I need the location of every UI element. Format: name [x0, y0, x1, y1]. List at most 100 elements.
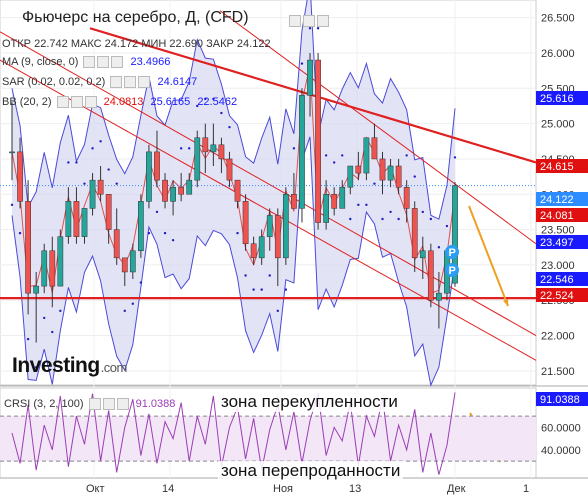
bb-label: BB (20, 2)	[2, 96, 52, 108]
candle-body	[41, 250, 48, 287]
settings-gear-icon[interactable]	[287, 12, 329, 30]
bollinger-upper-line	[11, 0, 456, 220]
candle-body	[266, 215, 273, 237]
candle-body	[299, 95, 305, 209]
candle-body	[371, 137, 378, 160]
bb-settings-icon[interactable]	[56, 96, 69, 109]
pivot-marker	[445, 245, 459, 259]
trend-channel-line	[89, 27, 537, 164]
sar-dot	[292, 147, 296, 150]
logo-suffix: .com	[100, 360, 128, 375]
candle-body	[49, 250, 56, 287]
crsi-visibility-icon[interactable]	[102, 398, 115, 411]
price-label-box	[536, 208, 588, 222]
bb-indicator[interactable]: BB (20, 2) 24.0813 25.6165 22.5462	[2, 96, 238, 109]
bb-upper-value: 25.6165	[150, 96, 191, 108]
sar-dot	[268, 274, 271, 277]
sar-dot	[91, 147, 94, 150]
sar-dot	[300, 62, 304, 65]
sar-dot	[115, 182, 118, 185]
price-label-text: 24.122	[540, 194, 574, 206]
sar-indicator[interactable]: SAR (0.02, 0.02, 0.2) 24.6147	[2, 76, 197, 89]
sar-dot	[51, 330, 54, 334]
crsi-indicator[interactable]: CRSI (3, 2, 100) 91.0388	[4, 398, 176, 411]
candle-body	[129, 250, 136, 273]
y-tick-label: 23.500	[541, 225, 575, 237]
y-tick-label: 26.500	[541, 13, 575, 25]
candle-body	[419, 250, 426, 259]
sar-dot	[18, 231, 22, 235]
candle-body	[146, 151, 152, 202]
bb-close-icon[interactable]	[84, 96, 97, 109]
sar-dot	[67, 161, 70, 164]
candle-body	[17, 151, 23, 202]
sar-close-icon[interactable]	[138, 76, 151, 89]
candle-body	[113, 229, 120, 259]
candle-body	[9, 151, 15, 154]
sar-dot	[252, 288, 255, 291]
crsi-y-tick-label: 40.0000	[541, 445, 581, 457]
candle-body	[202, 137, 209, 153]
sar-dot	[155, 210, 159, 214]
pivot-marker-label: P	[449, 247, 456, 259]
candle-body	[436, 292, 442, 301]
candle-body	[452, 185, 458, 284]
oversold-zone-label: зона перепроданности	[218, 461, 404, 481]
ohlc-close-label: ЗАКР	[206, 38, 234, 50]
sar-dot	[179, 147, 183, 150]
price-label-box	[536, 288, 588, 302]
sar-dot	[324, 154, 328, 157]
candle-body	[403, 186, 410, 209]
ma-indicator[interactable]: MA (9, close, 0) 23.4966	[2, 56, 171, 69]
candle-body	[210, 144, 217, 153]
candle-body	[194, 137, 201, 181]
bb-visibility-icon[interactable]	[70, 96, 83, 109]
ma-close-icon[interactable]	[111, 56, 124, 69]
candle-body	[347, 165, 354, 188]
candle-body	[411, 208, 418, 259]
sar-dot	[276, 309, 279, 313]
sar-dot	[204, 97, 207, 101]
candle-body	[138, 201, 144, 252]
ma-settings-icon[interactable]	[83, 56, 96, 69]
candle-body	[258, 236, 265, 259]
price-label-text: 22.546	[540, 274, 574, 286]
x-tick-label: 14	[162, 483, 174, 495]
candle-body	[234, 179, 241, 202]
ma-visibility-icon[interactable]	[97, 56, 110, 69]
price-label-text: 23.497	[540, 237, 574, 249]
price-label-text: 91.0388	[540, 394, 580, 406]
bb-lower-value: 22.5462	[197, 96, 238, 108]
sar-settings-icon[interactable]	[110, 76, 123, 89]
price-label-box	[536, 235, 588, 249]
sar-dot	[107, 168, 110, 171]
crsi-close-icon[interactable]	[116, 398, 129, 411]
candle-body	[250, 243, 257, 259]
x-tick-label: 13	[349, 483, 361, 495]
forecast-arrow-main	[468, 205, 509, 307]
sar-dot	[260, 288, 263, 291]
sar-visibility-icon[interactable]	[124, 76, 137, 89]
sar-dot	[34, 366, 38, 369]
sar-dot	[397, 217, 400, 221]
candle-body	[242, 201, 249, 244]
ma-value: 23.4966	[130, 56, 171, 68]
sar-dot	[26, 337, 30, 341]
sar-dot	[389, 210, 392, 214]
sar-dot	[59, 309, 62, 313]
sar-dot	[99, 140, 102, 143]
ohlc-high-label: МАКС	[70, 38, 102, 50]
crsi-settings-icon[interactable]	[88, 398, 101, 411]
y-tick-label: 25.000	[541, 119, 575, 131]
candle-body	[33, 285, 40, 294]
ohlc-readout: ОТКР 22.742 МАКС 24.172 МИН 22.690 ЗАКР …	[2, 38, 271, 50]
sar-dot	[188, 147, 191, 150]
price-label-text: 24.615	[540, 161, 574, 173]
candle-body	[170, 186, 176, 202]
sar-dot	[131, 302, 135, 305]
candle-body	[315, 59, 321, 223]
candle-body	[323, 194, 329, 223]
crsi-value: 91.0388	[135, 398, 176, 410]
candle-body	[162, 179, 168, 202]
candle-body	[97, 179, 104, 195]
